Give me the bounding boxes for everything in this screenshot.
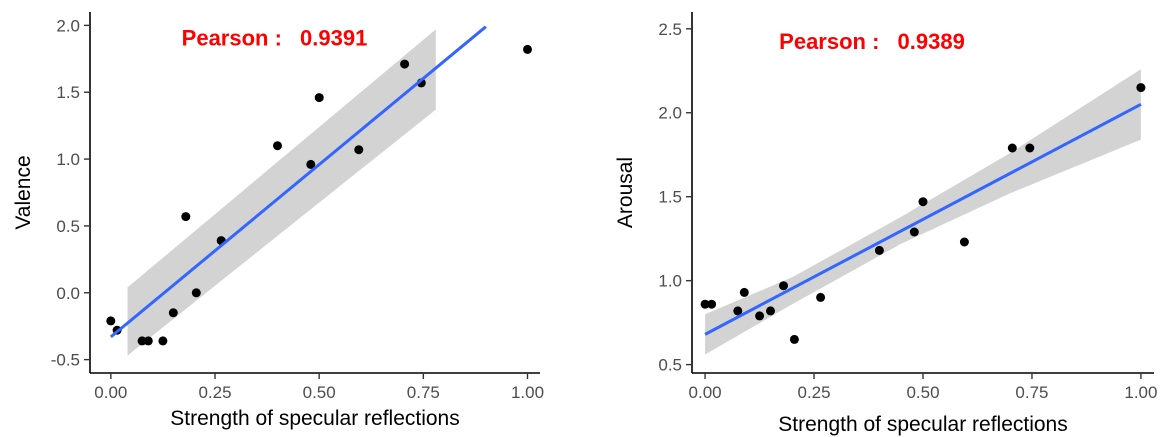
data-point-arousal bbox=[1007, 143, 1017, 153]
x-tick-label-valence: 0.50 bbox=[303, 383, 336, 402]
data-point-valence bbox=[137, 336, 147, 346]
x-tick-label-valence: 0.75 bbox=[407, 383, 440, 402]
x-tick-label-arousal: 0.75 bbox=[1015, 383, 1048, 402]
x-tick-label-arousal: 0.25 bbox=[797, 383, 830, 402]
data-point-valence bbox=[181, 212, 191, 222]
y-tick-label-arousal: 2.0 bbox=[658, 104, 682, 123]
data-point-arousal bbox=[1025, 143, 1035, 153]
x-tick-label-valence: 1.00 bbox=[511, 383, 544, 402]
y-tick-label-arousal: 2.5 bbox=[658, 20, 682, 39]
x-axis-title-arousal: Strength of specular reflections bbox=[778, 413, 1068, 436]
valence-chart: Strength of specular reflections Valence… bbox=[12, 12, 544, 430]
pearson-label-arousal: Pearson : bbox=[779, 29, 879, 54]
data-point-arousal bbox=[918, 197, 928, 207]
y-axis-title-arousal: Arousal bbox=[614, 157, 637, 228]
x-tick-label-valence: 0.25 bbox=[198, 383, 231, 402]
arousal-chart: Strength of specular reflections Arousal… bbox=[614, 12, 1157, 436]
pearson-annotation-valence: Pearson : 0.9391 bbox=[182, 25, 368, 50]
x-tick-label-arousal: 0.00 bbox=[689, 383, 722, 402]
data-point-arousal bbox=[874, 245, 884, 255]
data-point-valence bbox=[168, 308, 178, 318]
data-point-valence bbox=[106, 316, 116, 326]
data-point-valence bbox=[354, 145, 364, 155]
data-point-valence bbox=[314, 93, 324, 103]
x-tick-label-valence: 0.00 bbox=[94, 383, 127, 402]
data-point-arousal bbox=[739, 287, 749, 297]
pearson-label-valence: Pearson : bbox=[182, 25, 282, 50]
data-point-valence bbox=[523, 44, 532, 54]
data-point-arousal bbox=[909, 227, 919, 237]
y-tick-label-valence: 1.0 bbox=[56, 150, 80, 169]
data-point-arousal bbox=[733, 306, 743, 316]
y-tick-label-valence: 0.5 bbox=[56, 217, 80, 236]
data-point-arousal bbox=[1136, 83, 1146, 93]
y-tick-label-arousal: 0.5 bbox=[658, 356, 682, 375]
y-tick-label-arousal: 1.0 bbox=[658, 272, 682, 291]
data-point-valence bbox=[306, 159, 316, 169]
y-tick-label-valence: 1.5 bbox=[56, 83, 80, 102]
x-tick-label-arousal: 0.50 bbox=[906, 383, 939, 402]
fit-line-arousal bbox=[704, 103, 1142, 336]
y-tick-label-arousal: 1.5 bbox=[658, 188, 682, 207]
confidence-band-valence bbox=[127, 29, 436, 356]
y-tick-label-valence: 2.0 bbox=[56, 16, 80, 35]
x-tick-label-arousal: 1.00 bbox=[1124, 383, 1157, 402]
confidence-band-arousal bbox=[705, 69, 1141, 355]
pearson-annotation-arousal: Pearson : 0.9389 bbox=[779, 29, 965, 54]
y-axis-title-valence: Valence bbox=[12, 155, 35, 229]
y-tick-label-valence: -0.5 bbox=[51, 351, 80, 370]
data-point-arousal bbox=[766, 306, 775, 316]
data-point-arousal bbox=[779, 281, 788, 291]
pearson-value-arousal: 0.9389 bbox=[898, 29, 965, 54]
data-point-valence bbox=[158, 336, 168, 346]
data-point-arousal bbox=[959, 237, 969, 247]
data-point-valence bbox=[400, 59, 410, 69]
data-point-valence bbox=[143, 336, 153, 346]
x-axis-title-valence: Strength of specular reflections bbox=[170, 407, 460, 430]
data-point-arousal bbox=[816, 292, 826, 302]
pearson-value-valence: 0.9391 bbox=[300, 25, 367, 50]
data-point-arousal bbox=[789, 334, 799, 344]
y-tick-label-valence: 0.0 bbox=[56, 284, 80, 303]
fit-line-valence bbox=[109, 25, 487, 339]
data-point-arousal bbox=[700, 299, 710, 309]
data-point-arousal bbox=[755, 311, 765, 321]
data-point-valence bbox=[191, 288, 201, 298]
data-point-arousal bbox=[707, 299, 717, 309]
data-point-valence bbox=[273, 141, 282, 151]
